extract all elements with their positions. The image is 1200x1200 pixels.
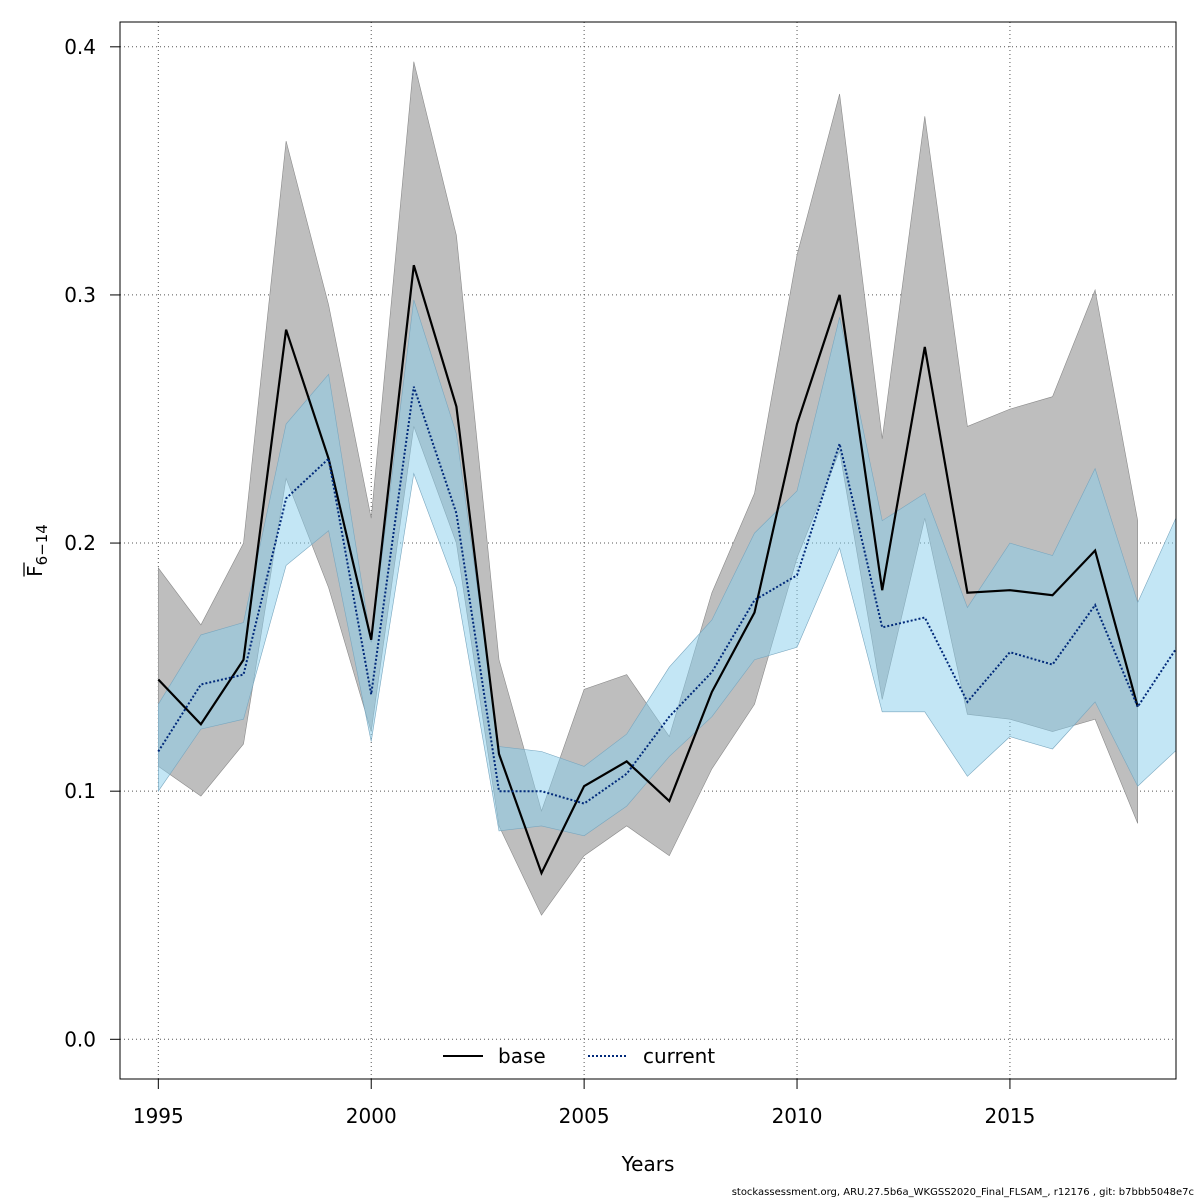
line-current	[157, 386, 1176, 805]
series-lines	[157, 264, 1176, 876]
confidence-bands	[158, 61, 1176, 916]
svg-text:F6−14: F6−14	[23, 524, 51, 577]
y-axis-title-main: F	[23, 565, 47, 577]
x-axis-title: Years	[621, 1152, 675, 1176]
y-axis: 0.0 0.1 0.2 0.3 0.4	[64, 35, 120, 1051]
x-tick-label-2000: 2000	[346, 1104, 397, 1128]
y-axis-title-subscript: 6−14	[33, 524, 51, 565]
x-tick-label-2010: 2010	[772, 1104, 823, 1128]
x-tick-label-1995: 1995	[133, 1104, 184, 1128]
plot-frame	[119, 21, 1177, 1080]
y-tick-label-0.2: 0.2	[64, 531, 96, 555]
y-axis-title: F6−14	[23, 524, 51, 577]
line-base	[157, 264, 1139, 876]
band-current	[158, 299, 1176, 837]
footer-credit: stockassessment.org, ARU.27.5b6a_WKGSS20…	[731, 1187, 1194, 1198]
x-tick-label-2015: 2015	[984, 1104, 1035, 1128]
y-tick-label-0: 0.0	[64, 1027, 96, 1051]
legend: base current	[443, 1044, 715, 1068]
y-tick-label-0.4: 0.4	[64, 35, 96, 59]
legend-label-base: base	[498, 1044, 546, 1068]
x-axis: 1995 2000 2005 2010 2015	[133, 1079, 1035, 1128]
legend-label-current: current	[643, 1044, 715, 1068]
y-tick-label-0.3: 0.3	[64, 283, 96, 307]
y-tick-label-0.1: 0.1	[64, 779, 96, 803]
x-tick-label-2005: 2005	[559, 1104, 610, 1128]
